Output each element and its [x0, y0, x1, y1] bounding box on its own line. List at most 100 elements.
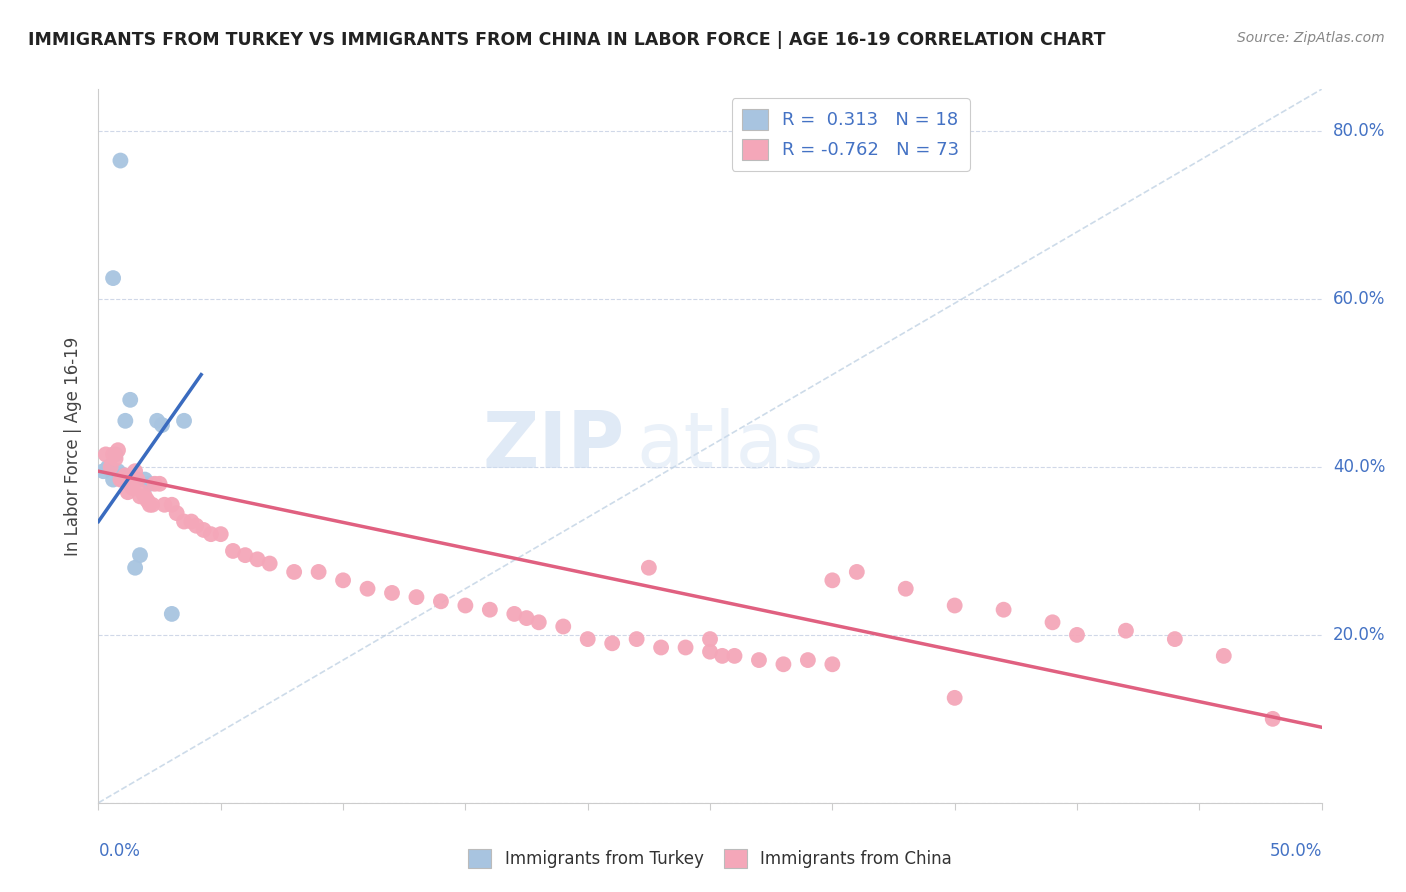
- Point: [1042, 615, 1064, 630]
- Point: [110, 153, 132, 168]
- Point: [503, 607, 526, 621]
- Point: [134, 489, 156, 503]
- Point: [454, 599, 477, 613]
- Point: [222, 544, 245, 558]
- Point: [699, 645, 721, 659]
- Point: [600, 636, 623, 650]
- Point: [114, 468, 136, 483]
- Point: [723, 648, 745, 663]
- Point: [637, 560, 661, 574]
- Point: [430, 594, 453, 608]
- Point: [186, 518, 208, 533]
- Legend: Immigrants from Turkey, Immigrants from China: Immigrants from Turkey, Immigrants from …: [460, 840, 960, 877]
- Point: [821, 574, 844, 588]
- Point: [101, 271, 124, 285]
- Point: [308, 565, 330, 579]
- Point: [381, 586, 404, 600]
- Point: [110, 473, 132, 487]
- Point: [675, 640, 697, 655]
- Point: [104, 447, 127, 461]
- Point: [139, 476, 162, 491]
- Point: [129, 548, 152, 562]
- Point: [91, 464, 114, 478]
- Point: [149, 476, 172, 491]
- Point: [553, 619, 575, 633]
- Point: [478, 603, 501, 617]
- Point: [650, 640, 672, 655]
- Point: [111, 468, 134, 483]
- Point: [101, 447, 124, 461]
- Point: [97, 460, 120, 475]
- Point: [711, 648, 734, 663]
- Point: [193, 523, 215, 537]
- Point: [748, 653, 770, 667]
- Point: [943, 690, 966, 705]
- Text: 50.0%: 50.0%: [1270, 842, 1322, 860]
- Point: [515, 611, 537, 625]
- Point: [166, 506, 188, 520]
- Text: IMMIGRANTS FROM TURKEY VS IMMIGRANTS FROM CHINA IN LABOR FORCE | AGE 16-19 CORRE: IMMIGRANTS FROM TURKEY VS IMMIGRANTS FRO…: [28, 31, 1105, 49]
- Point: [1212, 648, 1234, 663]
- Point: [146, 414, 169, 428]
- Point: [821, 657, 844, 672]
- Point: [576, 632, 599, 646]
- Point: [120, 392, 142, 407]
- Text: 40.0%: 40.0%: [1333, 458, 1385, 476]
- Point: [699, 632, 721, 646]
- Point: [845, 565, 868, 579]
- Text: ZIP: ZIP: [482, 408, 624, 484]
- Point: [405, 590, 427, 604]
- Point: [121, 481, 143, 495]
- Point: [1066, 628, 1088, 642]
- Point: [160, 498, 183, 512]
- Point: [141, 498, 163, 512]
- Point: [259, 557, 281, 571]
- Point: [772, 657, 794, 672]
- Point: [124, 560, 146, 574]
- Point: [143, 476, 166, 491]
- Point: [107, 464, 129, 478]
- Point: [894, 582, 917, 596]
- Point: [283, 565, 305, 579]
- Text: atlas: atlas: [637, 408, 824, 484]
- Text: 80.0%: 80.0%: [1333, 122, 1385, 140]
- Point: [200, 527, 222, 541]
- Point: [124, 464, 146, 478]
- Point: [356, 582, 378, 596]
- Point: [180, 515, 202, 529]
- Point: [173, 414, 195, 428]
- Point: [120, 476, 142, 491]
- Point: [100, 460, 122, 475]
- Point: [114, 414, 136, 428]
- Point: [527, 615, 550, 630]
- Point: [139, 498, 162, 512]
- Text: Source: ZipAtlas.com: Source: ZipAtlas.com: [1237, 31, 1385, 45]
- Text: 60.0%: 60.0%: [1333, 290, 1385, 308]
- Point: [943, 599, 966, 613]
- Point: [332, 574, 354, 588]
- Point: [101, 473, 124, 487]
- Point: [150, 417, 173, 432]
- Point: [111, 473, 134, 487]
- Point: [1115, 624, 1137, 638]
- Point: [127, 473, 149, 487]
- Point: [1164, 632, 1187, 646]
- Point: [129, 489, 152, 503]
- Point: [797, 653, 820, 667]
- Point: [107, 443, 129, 458]
- Point: [131, 485, 153, 500]
- Point: [626, 632, 648, 646]
- Point: [209, 527, 232, 541]
- Point: [993, 603, 1015, 617]
- Y-axis label: In Labor Force | Age 16-19: In Labor Force | Age 16-19: [65, 336, 83, 556]
- Point: [246, 552, 269, 566]
- Point: [233, 548, 256, 562]
- Text: 0.0%: 0.0%: [98, 842, 141, 860]
- Point: [136, 493, 159, 508]
- Point: [160, 607, 183, 621]
- Point: [117, 485, 139, 500]
- Point: [104, 451, 127, 466]
- Point: [153, 498, 176, 512]
- Point: [94, 447, 117, 461]
- Point: [1261, 712, 1284, 726]
